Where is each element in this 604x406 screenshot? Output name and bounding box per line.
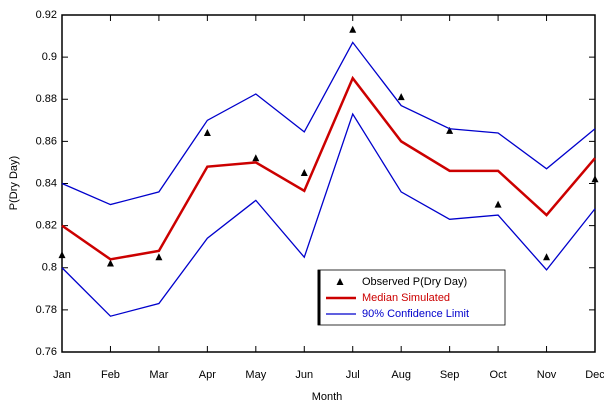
y-tick-label: 0.88 — [36, 93, 57, 105]
y-tick-label: 0.92 — [36, 9, 57, 21]
legend-label: 90% Confidence Limit — [362, 308, 469, 320]
y-tick-label: 0.76 — [36, 346, 57, 358]
observed-marker — [252, 154, 260, 162]
observed-marker — [300, 168, 308, 176]
x-tick-label: Jul — [346, 369, 360, 381]
observed-marker — [349, 25, 357, 33]
x-tick-label: May — [245, 369, 266, 381]
x-axis-label: Month — [312, 391, 343, 403]
observed-marker — [494, 200, 502, 208]
x-tick-label: Nov — [537, 369, 557, 381]
y-tick-label: 0.9 — [42, 51, 57, 63]
observed-marker — [446, 126, 454, 134]
x-tick-label: Jun — [295, 369, 313, 381]
observed-marker — [106, 259, 114, 267]
observed-marker — [155, 253, 163, 261]
x-tick-label: Apr — [199, 369, 216, 381]
series-line — [61, 41, 596, 206]
observed-marker — [58, 251, 66, 259]
y-tick-label: 0.82 — [36, 220, 57, 232]
y-tick-label: 0.8 — [42, 262, 57, 274]
series-line — [61, 75, 596, 261]
legend-marker — [336, 278, 344, 285]
observed-marker — [203, 128, 211, 136]
series-line — [61, 112, 596, 317]
x-tick-label: Sep — [440, 369, 460, 381]
x-tick-label: Oct — [490, 369, 507, 381]
legend: Observed P(Dry Day) Median Simulated 90% C… — [317, 269, 506, 326]
observed-marker — [397, 93, 405, 101]
y-tick-label: 0.78 — [36, 304, 57, 316]
x-tick-label: Mar — [149, 369, 168, 381]
y-axis-label: P(Dry Day) — [8, 156, 20, 210]
legend-label: Median Simulated — [362, 292, 450, 304]
y-tick-label: 0.84 — [36, 177, 57, 189]
x-tick-label: Dec — [585, 369, 604, 381]
observed-marker — [543, 253, 551, 261]
legend-label: Observed P(Dry Day) — [362, 276, 467, 288]
x-tick-label: Aug — [391, 369, 411, 381]
observed-marker — [591, 175, 599, 183]
x-tick-label: Jan — [53, 369, 71, 381]
x-tick-label: Feb — [101, 369, 120, 381]
y-tick-label: 0.86 — [36, 135, 57, 147]
